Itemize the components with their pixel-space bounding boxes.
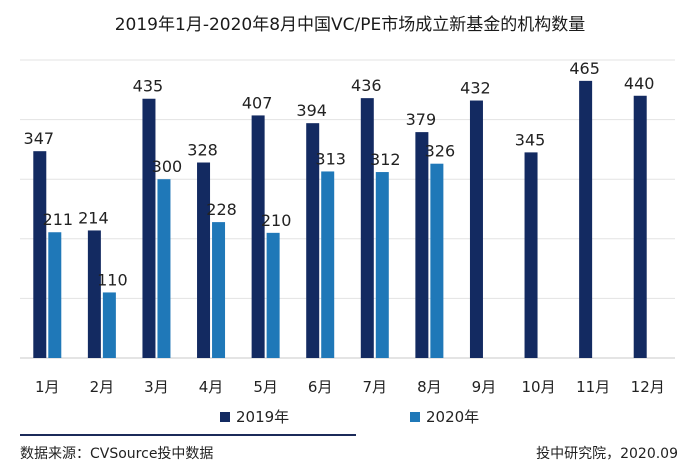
bar-2019-12 [633, 95, 647, 358]
bar-2019-10 [524, 152, 538, 358]
data-label-2019-1: 347 [24, 129, 55, 148]
gridlines [20, 59, 675, 359]
x-tick-label: 10月 [521, 378, 555, 396]
bar-2020-2 [102, 292, 116, 358]
bar-2019-11 [579, 80, 593, 359]
bar-2020-5 [266, 232, 280, 358]
bars [33, 80, 647, 359]
data-label-2020-2: 110 [97, 270, 128, 289]
bar-2019-5 [251, 115, 265, 358]
data-label-2020-4: 228 [206, 200, 237, 219]
legend-swatch-2019 [220, 412, 230, 422]
data-label-2019-11: 465 [569, 59, 600, 78]
data-label-2020-6: 313 [315, 149, 346, 168]
bar-2019-2 [87, 230, 101, 358]
legend-label-2019: 2019年 [236, 408, 289, 426]
data-label-2020-1: 211 [43, 210, 74, 229]
footer-divider [20, 434, 356, 436]
bar-2019-7 [360, 98, 374, 359]
data-label-2019-12: 440 [624, 74, 655, 93]
x-axis-ticks: 1月 2月 3月 4月 5月 6月 7月 8月 9月 10月 11月 12月 [35, 378, 665, 396]
data-label-2020-3: 300 [152, 157, 183, 176]
data-label-2019-2: 214 [78, 208, 109, 227]
bar-2019-6 [306, 123, 320, 359]
x-tick-label: 11月 [576, 378, 610, 396]
data-label-2019-3: 435 [133, 77, 164, 96]
bar-2020-8 [430, 163, 444, 358]
legend-label-2020: 2020年 [426, 408, 479, 426]
bar-2020-6 [321, 171, 335, 358]
data-label-2019-10: 345 [515, 130, 546, 149]
x-tick-label: 6月 [308, 378, 333, 396]
x-tick-label: 7月 [363, 378, 388, 396]
x-tick-label: 3月 [144, 378, 169, 396]
x-tick-label: 4月 [199, 378, 224, 396]
bar-2019-8 [415, 132, 429, 358]
data-label-2019-4: 328 [187, 141, 218, 160]
legend-swatch-2020 [410, 412, 420, 422]
x-tick-label: 9月 [472, 378, 497, 396]
bar-2020-3 [157, 179, 171, 358]
data-label-2020-5: 210 [261, 211, 292, 230]
x-tick-label: 5月 [253, 378, 278, 396]
x-tick-label: 12月 [631, 378, 665, 396]
bar-2019-9 [469, 100, 483, 358]
data-label-2019-5: 407 [242, 93, 273, 112]
x-tick-label: 1月 [35, 378, 60, 396]
source-note: 数据来源：CVSource投中数据 [20, 446, 214, 462]
data-label-2020-7: 312 [370, 150, 401, 169]
data-label-2019-7: 436 [351, 76, 382, 95]
data-label-2019-8: 379 [406, 110, 437, 129]
bar-2020-7 [375, 172, 389, 358]
data-label-2019-6: 394 [296, 101, 327, 120]
data-label-2020-8: 326 [425, 142, 456, 161]
bar-2019-1 [33, 151, 47, 358]
x-tick-label: 8月 [417, 378, 442, 396]
bar-2020-1 [48, 232, 62, 358]
credit-note: 投中研究院，2020.09 [536, 446, 678, 462]
bar-2019-3 [142, 98, 156, 359]
chart-title: 2019年1月-2020年8月中国VC/PE市场成立新基金的机构数量 [115, 15, 586, 35]
legend: 2019年 2020年 [220, 408, 479, 426]
bar-2019-4 [197, 162, 211, 358]
bar-2020-4 [212, 222, 226, 358]
data-label-2019-9: 432 [460, 79, 491, 98]
x-tick-label: 2月 [90, 378, 115, 396]
